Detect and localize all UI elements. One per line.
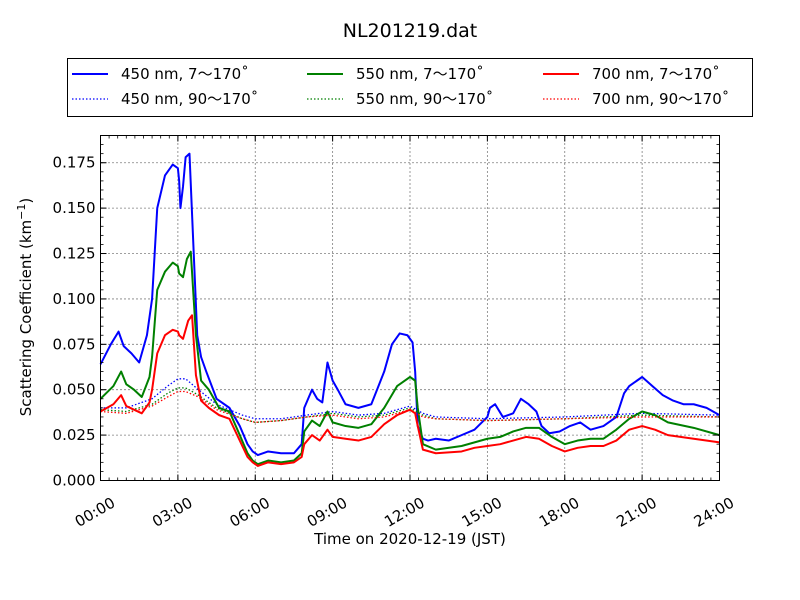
series-line-2 <box>99 250 720 466</box>
legend-label: 700 nm, 90～170˚ <box>592 90 729 108</box>
legend-entry: 450 nm, 90～170˚ <box>72 90 258 108</box>
legend: 450 nm, 7～170˚ 550 nm, 7～170˚ 700 nm, 7～17… <box>67 58 753 117</box>
y-axis-label-close: ) <box>17 198 35 204</box>
y-tick-label: 0.125 <box>53 245 96 263</box>
legend-frame <box>67 58 753 117</box>
x-tick-label: 18:00 <box>536 494 582 531</box>
legend-entry: 450 nm, 7～170˚ <box>72 65 249 83</box>
series-line-3 <box>100 387 720 424</box>
y-axis-label-main: Scattering Coefficient (km <box>17 220 35 416</box>
x-axis-label: Time on 2020-12-19 (JST) <box>313 530 506 548</box>
x-axis: 00:00 03:00 06:00 09:00 12:00 15:00 18:00 21:00… <box>72 135 737 531</box>
x-tick-label: 09:00 <box>304 494 350 531</box>
legend-label: 700 nm, 7～170˚ <box>592 65 720 83</box>
legend-label: 450 nm, 7～170˚ <box>121 65 249 83</box>
chart-title: NL201219.dat <box>343 20 478 42</box>
y-axis-label: Scattering Coefficient (km−1) <box>15 198 35 417</box>
legend-label: 550 nm, 7～170˚ <box>356 65 484 83</box>
legend-entry: 700 nm, 7～170˚ <box>543 65 720 83</box>
legend-entry: 550 nm, 7～170˚ <box>307 65 484 83</box>
y-tick-label: 0.025 <box>53 426 96 444</box>
x-tick-label: 06:00 <box>227 494 273 531</box>
y-tick-label: 0.100 <box>53 290 96 308</box>
x-tick-label: 15:00 <box>459 494 505 531</box>
y-axis: 0.000 0.025 0.050 0.075 0.100 0.125 0.150 0.175 <box>53 135 720 490</box>
grid <box>100 135 720 481</box>
series-line-1 <box>100 378 720 420</box>
y-tick-label: 0.150 <box>53 199 96 217</box>
y-tick-label: 0.075 <box>53 335 96 353</box>
legend-label: 450 nm, 90～170˚ <box>121 90 258 108</box>
x-tick-label: 12:00 <box>381 494 427 531</box>
x-tick-label: 03:00 <box>149 494 195 531</box>
y-axis-label-sup: −1 <box>15 204 28 220</box>
series-line-4 <box>100 314 720 467</box>
y-tick-label: 0.050 <box>53 381 96 399</box>
plot-lines <box>99 152 720 467</box>
y-tick-label: 0.175 <box>53 154 96 172</box>
x-tick-label: 21:00 <box>613 494 659 531</box>
x-tick-label: 24:00 <box>691 494 737 531</box>
x-tick-label: 00:00 <box>72 494 118 531</box>
legend-entry: 700 nm, 90～170˚ <box>543 90 729 108</box>
series-line-0 <box>99 152 720 457</box>
legend-entry: 550 nm, 90～170˚ <box>307 90 493 108</box>
legend-label: 550 nm, 90～170˚ <box>356 90 493 108</box>
y-tick-label: 0.000 <box>53 472 96 490</box>
